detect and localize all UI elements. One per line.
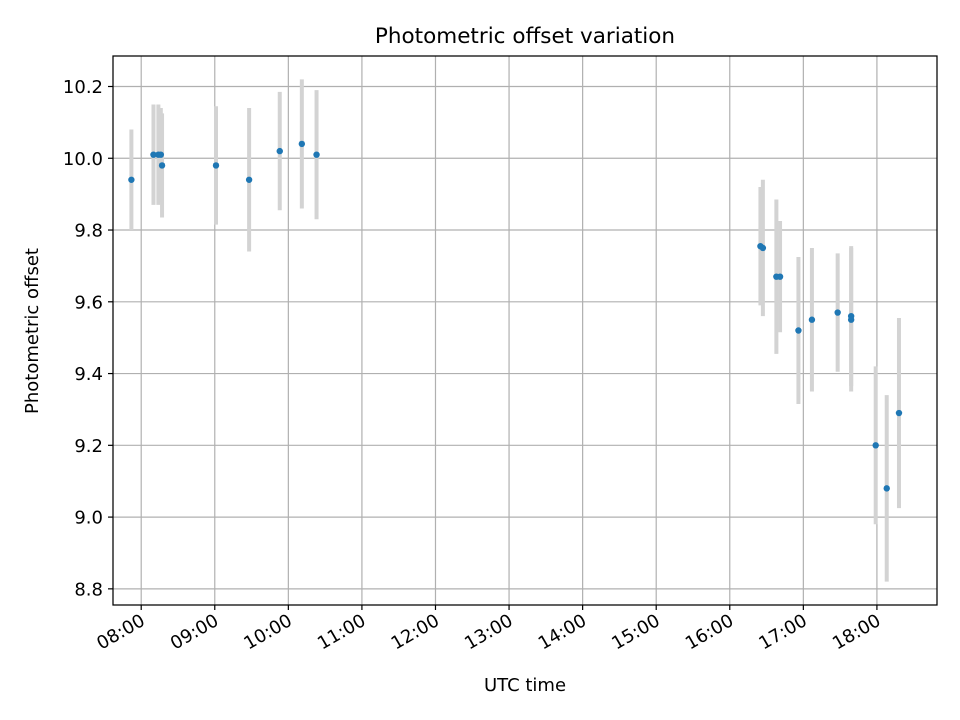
y-tick-label: 9.0 [74,508,103,529]
data-point [795,327,802,334]
y-axis-label: Photometric offset [22,248,43,414]
plot-frame [112,55,938,606]
y-tick-label: 10.2 [63,77,103,98]
data-point [157,151,165,158]
data-point [776,273,784,280]
data-point [128,176,135,183]
y-tick-label: 10.0 [63,149,103,170]
data-point [313,151,320,158]
data-point [895,409,903,417]
data-point [759,244,767,252]
x-axis-label: UTC time [484,675,566,696]
y-tick-label: 8.8 [74,579,103,600]
data-point [158,162,166,169]
data-point [883,485,890,492]
y-tick-label: 9.8 [74,221,103,242]
data-point [834,309,841,316]
data-point [872,442,879,449]
data-point [245,176,253,183]
chart-title: Photometric offset variation [375,24,675,49]
data-point [298,140,306,148]
data-point [276,147,283,155]
data-point [847,316,855,323]
y-tick-label: 9.4 [74,364,103,385]
data-point [150,151,157,158]
grid [113,56,937,605]
data-points [128,140,903,492]
y-tick-label: 9.6 [74,292,103,313]
data-point [212,162,220,169]
y-tick-label: 9.2 [74,436,103,457]
data-point [808,316,816,323]
